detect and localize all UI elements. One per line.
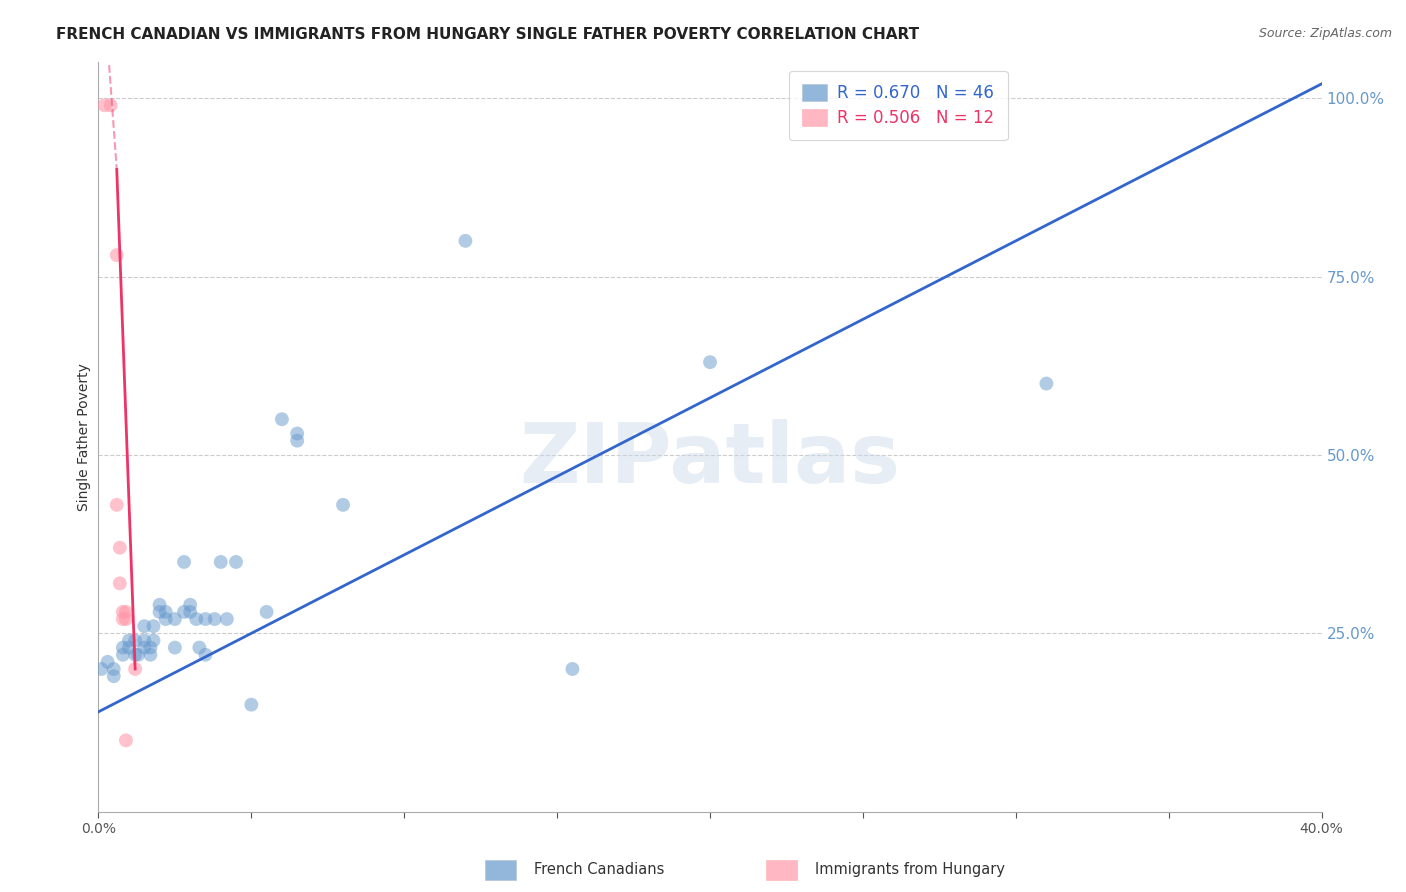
Point: [90, 662, 112, 676]
Point: [134, 640, 156, 655]
Point: [179, 605, 201, 619]
Point: [103, 669, 125, 683]
Point: [204, 612, 226, 626]
Point: [93, 98, 115, 112]
Point: [155, 605, 177, 619]
Text: Immigrants from Hungary: Immigrants from Hungary: [815, 863, 1005, 877]
Point: [118, 640, 141, 655]
Point: [111, 612, 134, 626]
Point: [100, 98, 122, 112]
Point: [561, 662, 583, 676]
Point: [1035, 376, 1057, 391]
Point: [108, 541, 131, 555]
Point: [115, 733, 138, 747]
Point: [127, 648, 149, 662]
Point: [194, 612, 217, 626]
Point: [163, 612, 186, 626]
Point: [108, 576, 131, 591]
Point: [105, 248, 128, 262]
Point: [124, 648, 146, 662]
Point: [149, 598, 172, 612]
Point: [240, 698, 263, 712]
Point: [194, 648, 217, 662]
Point: [142, 619, 165, 633]
Point: [699, 355, 721, 369]
Point: [225, 555, 247, 569]
Point: [285, 426, 308, 441]
Point: [139, 640, 162, 655]
Text: FRENCH CANADIAN VS IMMIGRANTS FROM HUNGARY SINGLE FATHER POVERTY CORRELATION CHA: FRENCH CANADIAN VS IMMIGRANTS FROM HUNGA…: [56, 27, 920, 42]
Point: [118, 633, 141, 648]
Point: [186, 612, 208, 626]
Point: [111, 648, 134, 662]
Point: [124, 633, 146, 648]
Point: [115, 605, 138, 619]
Y-axis label: Single Father Poverty: Single Father Poverty: [77, 363, 91, 511]
Point: [111, 640, 134, 655]
Legend: R = 0.670   N = 46, R = 0.506   N = 12: R = 0.670 N = 46, R = 0.506 N = 12: [789, 70, 1008, 140]
Text: ZIPatlas: ZIPatlas: [520, 419, 900, 500]
Point: [124, 662, 146, 676]
Point: [188, 640, 211, 655]
Text: French Canadians: French Canadians: [534, 863, 665, 877]
Point: [332, 498, 354, 512]
Point: [142, 633, 165, 648]
Point: [134, 633, 156, 648]
Point: [163, 640, 186, 655]
Point: [215, 612, 238, 626]
Point: [454, 234, 477, 248]
Point: [173, 605, 195, 619]
Point: [97, 655, 120, 669]
Point: [111, 605, 134, 619]
Point: [179, 598, 201, 612]
Point: [209, 555, 232, 569]
Point: [134, 619, 156, 633]
Point: [155, 612, 177, 626]
Point: [103, 662, 125, 676]
Point: [285, 434, 308, 448]
Point: [105, 498, 128, 512]
Point: [115, 612, 138, 626]
Point: [139, 648, 162, 662]
Point: [270, 412, 292, 426]
Text: Source: ZipAtlas.com: Source: ZipAtlas.com: [1258, 27, 1392, 40]
Point: [149, 605, 172, 619]
Point: [256, 605, 278, 619]
Point: [173, 555, 195, 569]
